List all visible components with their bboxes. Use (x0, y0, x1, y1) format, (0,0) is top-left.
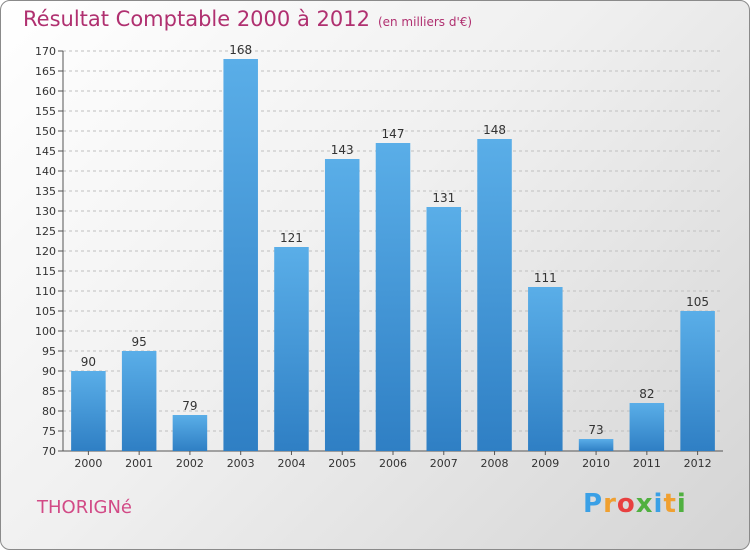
y-tick-label: 150 (35, 125, 56, 138)
x-tick-label: 2008 (481, 457, 509, 470)
x-tick-label: 2005 (328, 457, 356, 470)
x-tick-label: 2004 (277, 457, 305, 470)
bar-2008 (477, 139, 512, 451)
x-tick-label: 2007 (430, 457, 458, 470)
y-tick-label: 110 (35, 285, 56, 298)
x-tick-label: 2002 (176, 457, 204, 470)
logo-letter: P (583, 489, 604, 519)
y-tick-label: 125 (35, 225, 56, 238)
logo-letter: o (616, 489, 636, 519)
y-tick-label: 170 (35, 45, 56, 58)
bar-2000 (71, 371, 106, 451)
y-tick-label: 95 (42, 345, 56, 358)
x-tick-label: 2000 (74, 457, 102, 470)
title-unit: (en milliers d'€) (377, 15, 473, 29)
city-name: THORIGNé (37, 497, 133, 518)
logo-letter: t (663, 489, 677, 519)
bar-2001 (121, 351, 157, 451)
x-tick-label: 2003 (227, 457, 255, 470)
y-tick-label: 160 (35, 85, 56, 98)
x-tick-label: 2011 (633, 457, 661, 470)
data-label: 131 (432, 191, 455, 205)
bar-2010 (578, 439, 614, 451)
logo-letter: x (635, 489, 654, 519)
x-tick-label: 2010 (582, 457, 610, 470)
data-label: 73 (588, 423, 603, 437)
data-label: 121 (280, 231, 303, 245)
y-tick-label: 80 (42, 405, 56, 418)
y-tick-label: 130 (35, 205, 56, 218)
bar-2004 (274, 247, 309, 451)
x-tick-label: 2001 (125, 457, 153, 470)
y-tick-label: 115 (35, 265, 56, 278)
logo-letter: i (653, 489, 664, 519)
y-tick-label: 105 (35, 305, 56, 318)
bar-2002 (172, 415, 208, 451)
y-tick-label: 70 (42, 445, 56, 458)
data-label: 111 (534, 271, 557, 285)
title-text: Résultat Comptable 2000 à 2012 (23, 7, 370, 31)
y-tick-label: 90 (42, 365, 56, 378)
bar-2007 (426, 207, 462, 451)
bar-2011 (629, 403, 665, 451)
data-label: 82 (639, 387, 654, 401)
data-label: 148 (483, 123, 506, 137)
y-tick-label: 145 (35, 145, 56, 158)
y-tick-label: 100 (35, 325, 56, 338)
data-label: 105 (686, 295, 709, 309)
proxiti-logo: Proxiti (583, 489, 687, 519)
y-tick-label: 155 (35, 105, 56, 118)
data-label: 90 (81, 355, 96, 369)
x-tick-label: 2006 (379, 457, 407, 470)
chart-title: Résultat Comptable 2000 à 2012 (en millie… (23, 7, 472, 31)
logo-letter: r (603, 489, 617, 519)
data-label: 143 (331, 143, 354, 157)
y-tick-label: 85 (42, 385, 56, 398)
x-tick-label: 2012 (684, 457, 712, 470)
data-label: 79 (182, 399, 197, 413)
data-label: 95 (132, 335, 147, 349)
data-label: 168 (229, 43, 252, 57)
bar-2003 (223, 59, 258, 451)
y-tick-label: 165 (35, 65, 56, 78)
data-label: 147 (382, 127, 405, 141)
x-tick-label: 2009 (531, 457, 559, 470)
logo-letter: i (676, 489, 687, 519)
bar-2005 (324, 159, 360, 451)
y-tick-label: 135 (35, 185, 56, 198)
y-tick-label: 140 (35, 165, 56, 178)
bar-2012 (680, 311, 715, 451)
bar-2009 (528, 287, 563, 451)
bar-2006 (375, 143, 411, 451)
y-tick-label: 75 (42, 425, 56, 438)
y-tick-label: 120 (35, 245, 56, 258)
